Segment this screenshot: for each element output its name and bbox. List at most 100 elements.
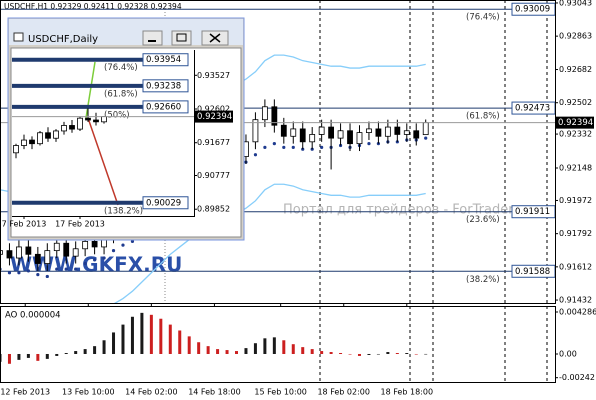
fib-price: 0.92660 <box>146 102 181 112</box>
fib-price: 0.93009 <box>515 5 550 15</box>
fib-label: (76.4%) <box>104 63 138 73</box>
x-tick-label: 15 Feb 10:00 <box>254 388 306 397</box>
y-tick-label: 0.92863 <box>559 32 592 41</box>
ao-bar <box>235 351 239 354</box>
current-price: 0.92394 <box>558 118 593 128</box>
ao-bar <box>244 348 248 354</box>
candle-body <box>337 130 344 139</box>
indicator-dot <box>83 261 87 266</box>
fib-price-box <box>142 53 189 67</box>
y-tick-label: 0.00 <box>559 349 577 358</box>
window-icon <box>13 32 24 42</box>
ao-bar <box>159 318 163 354</box>
fib-label: (38.2%) <box>466 275 500 285</box>
ao-bar <box>263 338 267 354</box>
indicator-dot <box>272 142 276 146</box>
candle-body <box>69 125 75 130</box>
candle-body <box>271 106 278 126</box>
y-tick-label: 0.92148 <box>559 164 592 173</box>
candle-body <box>0 250 3 255</box>
ao-bar <box>74 351 78 354</box>
y-tick-label: 0.004286 <box>559 308 596 317</box>
candle-body <box>299 128 306 143</box>
candle-body <box>290 128 297 137</box>
ao-bar <box>64 353 68 354</box>
indicator-dot <box>424 136 428 140</box>
fib-label: (50%) <box>104 110 130 120</box>
fib-label: (138.2%) <box>104 206 143 216</box>
ao-bar <box>206 346 210 354</box>
indicator-dot <box>93 258 97 262</box>
y-tick-label: 0.91972 <box>559 196 592 205</box>
ao-bar <box>149 314 153 354</box>
indicator-dot <box>7 271 12 275</box>
ao-frame <box>0 306 556 383</box>
candle-body <box>356 132 363 145</box>
fib-price: 0.91911 <box>515 207 550 217</box>
ao-bar <box>225 350 229 354</box>
fib-price: 0.92473 <box>515 104 550 114</box>
indicator-dot <box>74 267 78 271</box>
candle-body <box>37 132 43 145</box>
ao-bar <box>320 351 324 354</box>
candle-body <box>13 145 19 154</box>
ao-bar <box>348 353 352 355</box>
current-price-box <box>556 116 594 129</box>
indicator-dot <box>320 145 324 149</box>
indicator-dot <box>111 249 116 253</box>
candle-body <box>384 126 391 137</box>
minimize-button[interactable] <box>142 30 163 46</box>
fib-label: (61.8%) <box>104 89 138 99</box>
indicator-dot <box>263 145 267 149</box>
y-tick-label: 0.90777 <box>197 171 230 180</box>
indicator-dot <box>121 243 125 247</box>
ao-bar <box>376 353 380 355</box>
candle-body <box>63 242 70 257</box>
candle-body <box>280 124 287 137</box>
candle-body <box>53 242 60 252</box>
ao-bar <box>112 332 116 354</box>
candle-body <box>91 241 98 248</box>
fib-price: 0.91588 <box>515 267 550 277</box>
y-tick-label: 0.91792 <box>559 229 592 238</box>
candle-body <box>309 134 316 143</box>
candle-body <box>29 139 35 145</box>
ao-bar <box>83 349 87 354</box>
indicator-dot <box>102 256 106 260</box>
candle-body <box>85 117 91 121</box>
ao-bar <box>130 316 134 354</box>
maximize-button[interactable] <box>171 30 192 46</box>
candle-body <box>403 130 410 135</box>
ao-bar <box>26 353 30 358</box>
y-tick-label: 0.92502 <box>559 98 592 107</box>
indicator-dot <box>130 239 135 244</box>
candle-body <box>366 128 372 133</box>
ao-bar <box>168 324 172 354</box>
x-tick-label: 7 Feb 2013 <box>2 220 47 229</box>
daily-window[interactable]: USDCHF,Daily (76.4%) (61.8%) (50%) (138.2%)… <box>2 17 245 241</box>
x-tick-label: 14 Feb 02:00 <box>125 388 177 397</box>
ao-bar <box>36 353 40 361</box>
main-frame <box>0 0 556 304</box>
current-price: 0.92394 <box>197 112 232 122</box>
watermark: Портал для трейдеров - ForTrader.ru <box>283 203 530 218</box>
candle-body <box>318 126 325 135</box>
ao-bar <box>93 346 97 354</box>
y-tick-label: 0.91432 <box>559 296 592 305</box>
ao-bar <box>55 353 59 356</box>
candle-body <box>422 122 429 136</box>
ao-bar <box>7 353 11 364</box>
x-tick-label: 13 Feb 10:00 <box>62 388 114 397</box>
maximize-icon <box>176 33 187 42</box>
candle-body <box>261 106 268 121</box>
candle-body <box>413 130 420 139</box>
candle-body <box>375 128 382 137</box>
ao-bar <box>310 349 314 354</box>
plot-area: (76.4%) (61.8%) (50%) (138.2%) <box>12 57 194 216</box>
candle-body <box>25 246 32 255</box>
indicator-value: 0.000004 <box>20 311 61 321</box>
ao-bar <box>102 340 106 354</box>
window-content <box>10 47 242 238</box>
ao-bar <box>253 343 257 354</box>
